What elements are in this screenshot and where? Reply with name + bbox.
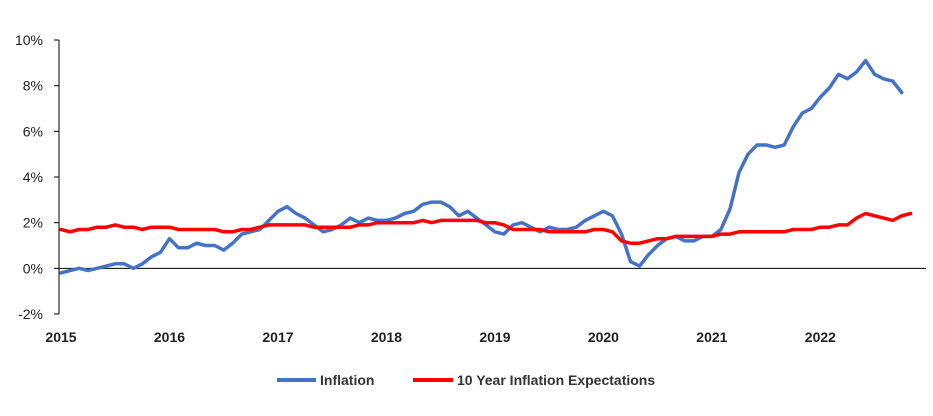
x-tick-label: 2019 bbox=[479, 329, 510, 345]
y-tick-label: 2% bbox=[23, 215, 43, 231]
y-tick-label: 4% bbox=[23, 169, 43, 185]
x-tick-label: 2017 bbox=[262, 329, 293, 345]
legend: Inflation 10 Year Inflation Expectations bbox=[277, 372, 655, 388]
x-tick-label: 2021 bbox=[696, 329, 727, 345]
y-tick-label: 0% bbox=[23, 260, 43, 276]
x-tick-label: 2016 bbox=[154, 329, 185, 345]
y-tick-label: 10% bbox=[15, 32, 43, 48]
x-axis: 2015 2016 2017 2018 2019 2020 2021 2022 bbox=[45, 267, 926, 345]
series-layer bbox=[59, 58, 913, 275]
y-axis: -2% 0% 2% 4% 6% 8% 10% bbox=[15, 32, 60, 322]
x-tick-label: 2018 bbox=[371, 329, 402, 345]
x-tick-label: 2015 bbox=[45, 329, 76, 345]
y-tick-label: 6% bbox=[23, 123, 43, 139]
x-tick-label: 2022 bbox=[805, 329, 836, 345]
y-tick-label: -2% bbox=[18, 306, 43, 322]
y-tick-label: 8% bbox=[23, 78, 43, 94]
series-line-inflation bbox=[59, 58, 904, 275]
legend-label-expectations: 10 Year Inflation Expectations bbox=[457, 372, 655, 388]
series-line-expectations bbox=[59, 211, 913, 245]
x-tick-label: 2020 bbox=[588, 329, 619, 345]
legend-label-inflation: Inflation bbox=[320, 372, 374, 388]
